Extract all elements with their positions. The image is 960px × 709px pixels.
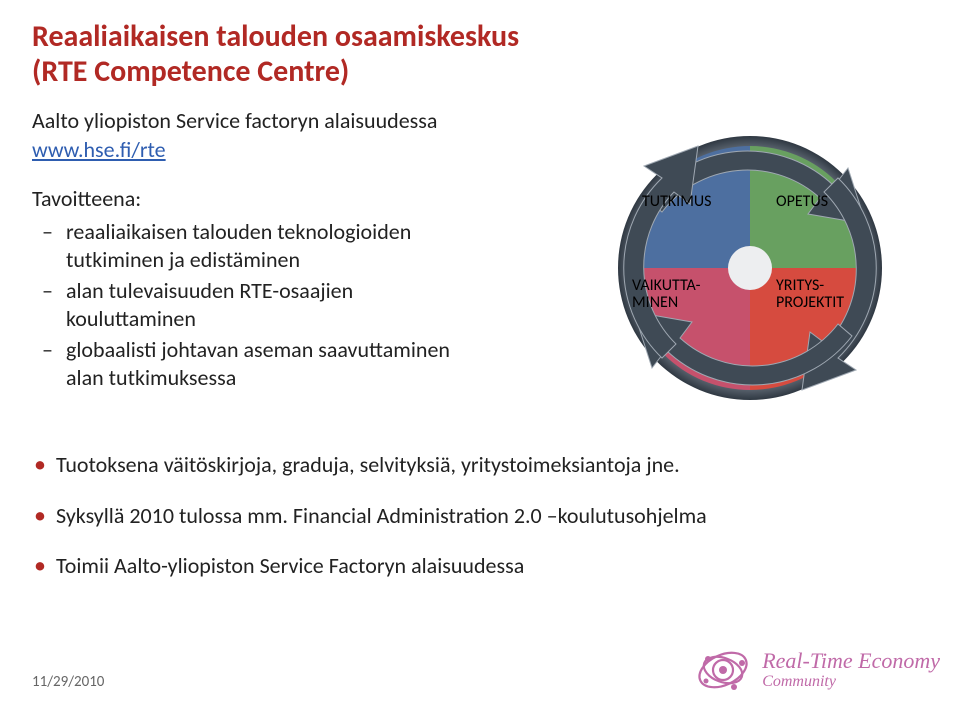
cycle-diagram: TUTKIMUS OPETUS VAIKUTTA-MINEN YRITYS-PR… xyxy=(580,118,920,418)
slide-date: 11/29/2010 xyxy=(32,673,104,691)
slide-title: Reaaliaikaisen talouden osaamiskeskus (R… xyxy=(32,20,928,89)
output-item: Toimii Aalto-yliopiston Service Factoryn… xyxy=(32,552,928,581)
url-link[interactable]: www.hse.fi/rte xyxy=(32,136,166,163)
title-line-1: Reaaliaikaisen talouden osaamiskeskus xyxy=(32,18,519,55)
slide: Reaaliaikaisen talouden osaamiskeskus (R… xyxy=(0,0,960,709)
logo-text: Real-Time Economy Community xyxy=(762,650,940,690)
output-item: Tuotoksena väitöskirjoja, graduja, selvi… xyxy=(32,451,928,480)
diagram-label-tutkimus: TUTKIMUS xyxy=(642,194,712,211)
title-line-2: (RTE Competence Centre) xyxy=(32,53,349,90)
diagram-label-opetus: OPETUS xyxy=(776,194,828,211)
diagram-label-yritysprojektit: YRITYS-PROJEKTIT xyxy=(776,278,844,312)
community-logo: Real-Time Economy Community xyxy=(694,641,940,699)
logo-line-2: Community xyxy=(762,674,940,690)
logo-line-1: Real-Time Economy xyxy=(762,650,940,672)
diagram-label-vaikuttaminen: VAIKUTTA-MINEN xyxy=(632,278,701,312)
goal-item: alan tulevaisuuden RTE-osaajien koulutta… xyxy=(42,277,482,332)
outputs-list: Tuotoksena väitöskirjoja, graduja, selvi… xyxy=(32,451,928,581)
goal-item: reaaliaikaisen talouden teknologioiden t… xyxy=(42,218,482,273)
output-item: Syksyllä 2010 tulossa mm. Financial Admi… xyxy=(32,502,928,531)
goal-item: globaalisti johtavan aseman saavuttamine… xyxy=(42,336,482,391)
goals-list: reaaliaikaisen talouden teknologioiden t… xyxy=(42,218,482,391)
logo-swirl-icon xyxy=(694,641,752,699)
